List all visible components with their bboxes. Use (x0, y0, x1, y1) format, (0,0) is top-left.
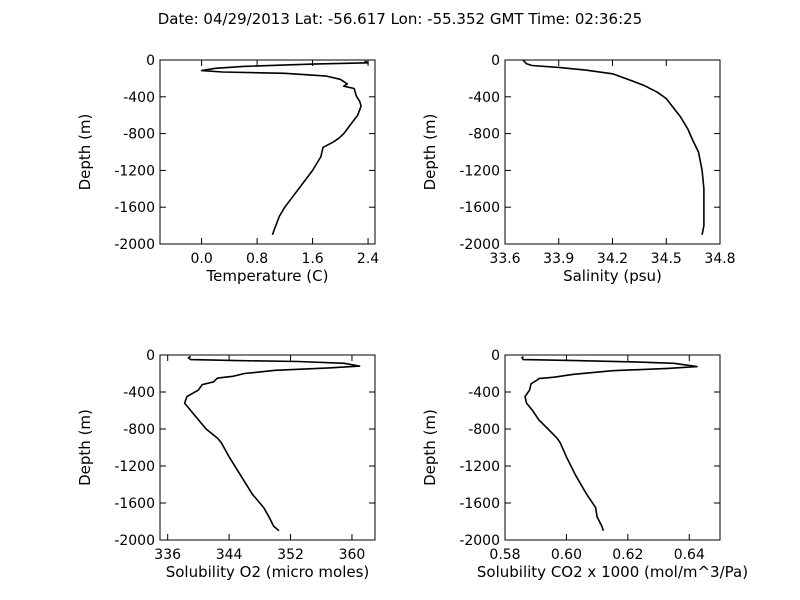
y-tick-label: -800 (468, 127, 500, 143)
y-tick-label: -1200 (459, 459, 500, 475)
x-tick-label: 34.2 (597, 251, 628, 267)
profile-line (183, 355, 361, 532)
profile-line (522, 59, 705, 235)
x-tick-label: 0.8 (246, 251, 268, 267)
y-tick-label: -1200 (459, 163, 500, 179)
y-tick-label: -2000 (459, 533, 500, 549)
x-tick-label: 0.60 (551, 547, 582, 563)
temperature-panel: 0.0 0.8 1.6 2.4 0 -400 -800 -1200 -1600 -2000 Temp… (76, 53, 379, 285)
x-tick-label: 0.64 (674, 547, 705, 563)
x-tick-label: 0.0 (190, 251, 212, 267)
y-tick-label: -2000 (114, 533, 155, 549)
salinity-panel: 33.6 33.9 34.2 34.5 34.8 0 -400 -800 -1200 -1600 -… (421, 53, 736, 285)
y-tick-label: -2000 (459, 237, 500, 253)
x-tick-label: 33.9 (543, 251, 574, 267)
x-tick-label: 34.5 (651, 251, 682, 267)
plot-frame (159, 59, 376, 245)
x-tick-label: 352 (277, 547, 304, 563)
profile-line (200, 60, 369, 236)
plot-frame (159, 354, 376, 541)
y-tick-label: -1200 (114, 163, 155, 179)
x-tick-label: 0.62 (612, 547, 643, 563)
x-axis-label: Solubility O2 (micro moles) (166, 563, 370, 581)
x-tick-label: 1.6 (301, 251, 323, 267)
x-axis-label: Salinity (psu) (563, 267, 662, 285)
y-tick-label: -800 (123, 422, 155, 438)
x-tick-label: 360 (339, 547, 366, 563)
profile-line (521, 355, 698, 532)
x-axis-label: Temperature (C) (206, 267, 329, 285)
x-tick-label: 33.6 (489, 251, 520, 267)
y-tick-label: -1600 (114, 200, 155, 216)
y-tick-label: -400 (123, 385, 155, 401)
y-tick-label: -400 (468, 90, 500, 106)
x-axis-label: Solubility CO2 x 1000 (mol/m^3/Pa) (477, 563, 748, 581)
x-tick-label: 2.4 (357, 251, 379, 267)
y-tick-label: -400 (123, 90, 155, 106)
y-axis-label: Depth (m) (421, 409, 439, 486)
co2-solubility-panel: 0.58 0.60 0.62 0.64 0 -400 -800 -1200 -1600 -2000… (421, 348, 748, 581)
x-tick-label: 0.58 (489, 547, 520, 563)
y-tick-label: -1600 (459, 200, 500, 216)
x-tick-label: 34.8 (704, 251, 735, 267)
y-axis-label: Depth (m) (76, 114, 94, 191)
y-tick-label: 0 (146, 53, 155, 69)
y-tick-label: -800 (468, 422, 500, 438)
y-tick-label: -400 (468, 385, 500, 401)
y-tick-label: -2000 (114, 237, 155, 253)
plot-frame (504, 354, 721, 541)
y-tick-label: -1600 (114, 496, 155, 512)
y-axis-label: Depth (m) (421, 114, 439, 191)
x-tick-label: 336 (154, 547, 181, 563)
y-tick-label: -1600 (459, 496, 500, 512)
y-tick-label: 0 (491, 53, 500, 69)
y-tick-label: -1200 (114, 459, 155, 475)
x-tick-label: 344 (216, 547, 243, 563)
y-tick-label: -800 (123, 127, 155, 143)
figure-title: Date: 04/29/2013 Lat: -56.617 Lon: -55.3… (158, 10, 642, 28)
y-tick-label: 0 (146, 348, 155, 364)
y-tick-label: 0 (491, 348, 500, 364)
o2-solubility-panel: 336 344 352 360 0 -400 -800 -1200 -1600 -2000 Solu… (76, 348, 376, 581)
y-axis-label: Depth (m) (76, 409, 94, 486)
